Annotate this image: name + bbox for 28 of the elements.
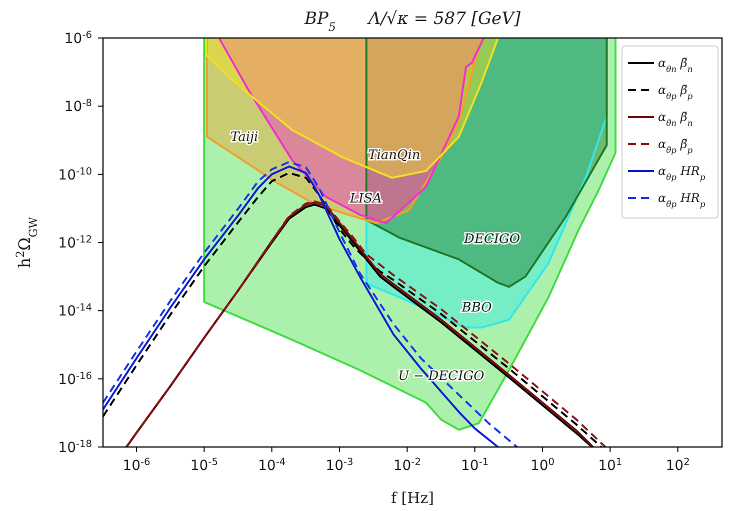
x-axis-title: f [Hz]: [390, 489, 434, 507]
y-tick-label: 10$^{-10}$: [58, 166, 92, 184]
y-tick-label: 10$^{-18}$: [58, 438, 92, 456]
series-label: DECIGO: [463, 232, 520, 248]
series-label: TianQin: [368, 148, 420, 163]
x-tick-label: 10$^{2}$: [666, 456, 690, 474]
series-label: Taiji: [230, 130, 258, 146]
legend-label: α$_{θ̃p}$ HR$_{p}$: [658, 191, 706, 209]
y-tick-label: 10$^{-12}$: [58, 234, 92, 252]
y-tick-label: 10$^{-6}$: [64, 30, 92, 47]
legend-label: α$_{θn}$ β̃$_{n}$: [658, 56, 693, 74]
series-label: BBO: [460, 300, 492, 316]
y-tick-label: 10$^{-16}$: [58, 370, 92, 388]
x-tick-label: 10$^{-4}$: [258, 456, 286, 474]
x-tick-label: 10$^{-3}$: [326, 456, 354, 474]
x-tick-label: 10$^{-1}$: [461, 456, 489, 474]
chart-title: BP$_{5}$ Λ/√κ = 587 [GeV]: [304, 9, 521, 34]
x-tick-label: 10$^{1}$: [598, 456, 622, 474]
legend-label: α$_{θp}$ HR$_{p}$: [658, 164, 706, 182]
x-tick-label: 10$^{-6}$: [122, 456, 150, 474]
y-tick-label: 10$^{-14}$: [58, 302, 92, 320]
legend-label: α$_{θp}$ β̃$_{p}$: [658, 83, 694, 101]
legend-label: α$_{θ̃n}$ β̃$_{n}$: [658, 110, 693, 128]
x-tick-label: 10$^{-2}$: [393, 456, 421, 474]
legend-label: α$_{θ̃p}$ β̃$_{p}$: [658, 137, 694, 155]
y-tick-label: 10$^{-8}$: [64, 98, 92, 116]
x-tick-label: 10$^{0}$: [530, 456, 555, 474]
x-tick-label: 10$^{-5}$: [190, 456, 218, 474]
